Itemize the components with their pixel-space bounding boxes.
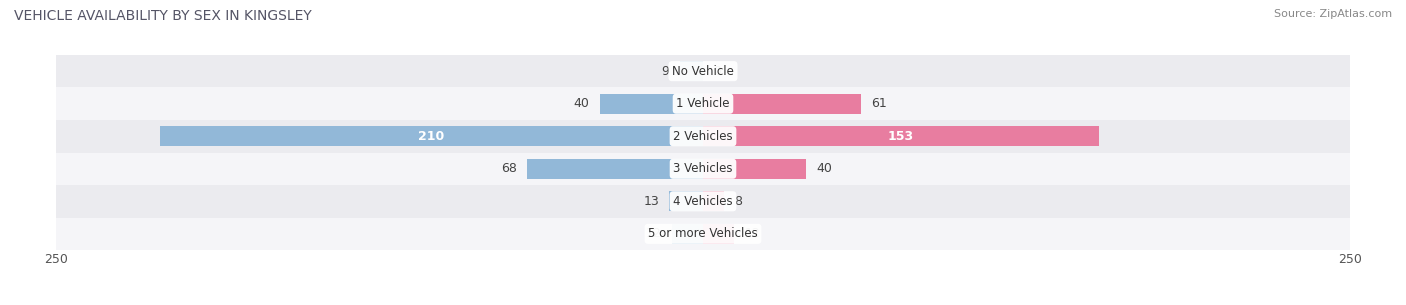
Text: 12: 12 [645, 227, 662, 240]
Text: 2 Vehicles: 2 Vehicles [673, 130, 733, 143]
Bar [703, 224, 734, 244]
Bar [56, 185, 1350, 217]
Text: 40: 40 [574, 97, 589, 110]
Text: 5 or more Vehicles: 5 or more Vehicles [648, 227, 758, 240]
Bar [672, 224, 703, 244]
Bar [56, 120, 1350, 152]
Text: 68: 68 [501, 162, 517, 175]
Text: 210: 210 [418, 130, 444, 143]
Bar [703, 191, 724, 211]
Text: Source: ZipAtlas.com: Source: ZipAtlas.com [1274, 9, 1392, 19]
Text: No Vehicle: No Vehicle [672, 65, 734, 78]
Bar [56, 152, 1350, 185]
Text: 40: 40 [817, 162, 832, 175]
Bar [679, 61, 703, 81]
Bar [56, 55, 1350, 88]
Text: 8: 8 [734, 195, 742, 208]
Bar [527, 159, 703, 179]
Text: 12: 12 [744, 227, 761, 240]
Text: 153: 153 [887, 130, 914, 143]
Bar [703, 94, 860, 114]
Text: 61: 61 [872, 97, 887, 110]
Text: 1 Vehicle: 1 Vehicle [676, 97, 730, 110]
Bar [703, 159, 807, 179]
Text: 3 Vehicles: 3 Vehicles [673, 162, 733, 175]
Bar [599, 94, 703, 114]
Text: 4 Vehicles: 4 Vehicles [673, 195, 733, 208]
Bar [160, 126, 703, 146]
Bar [56, 88, 1350, 120]
Bar [703, 126, 1099, 146]
Text: 0: 0 [713, 65, 721, 78]
Bar [669, 191, 703, 211]
Text: 13: 13 [644, 195, 659, 208]
Text: 9: 9 [661, 65, 669, 78]
Text: VEHICLE AVAILABILITY BY SEX IN KINGSLEY: VEHICLE AVAILABILITY BY SEX IN KINGSLEY [14, 9, 312, 23]
Bar [56, 217, 1350, 250]
